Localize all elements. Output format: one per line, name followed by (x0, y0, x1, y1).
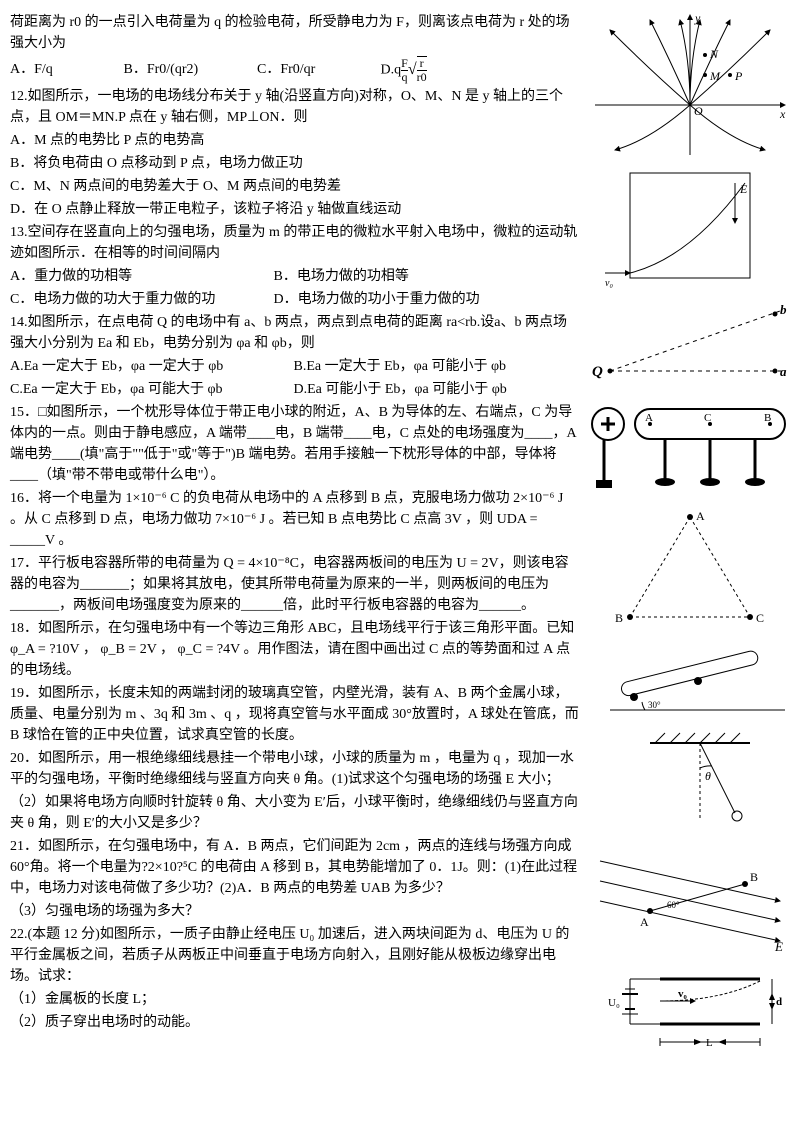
fig19-tube: 30° (590, 640, 790, 720)
svg-text:B: B (764, 412, 771, 424)
option-d: D.qFq√rr0 (381, 56, 427, 84)
svg-text:30°: 30° (648, 700, 661, 710)
svg-text:E: E (774, 939, 783, 954)
q12-d: D．在 O 点静止释放一带正电粒子，该粒子将沿 y 轴做直线运动 (10, 199, 580, 220)
q16-stem: 16．将一个电量为 1×10⁻⁶ C 的负电荷从电场中的 A 点移到 B 点，克… (10, 488, 580, 551)
q12-stem: 12.如图所示，一电场的电场线分布关于 y 轴(沿竖直方向)对称，O、M、N 是… (10, 86, 580, 128)
fig13-trajectory: E v₀ (590, 168, 790, 288)
q13-cd: C．电场力做的功大于重力做的功 D．电场力做的功小于重力做的功 (10, 289, 580, 310)
svg-text:60°: 60° (667, 900, 680, 910)
q22-p2: （2）质子穿出电场时的动能。 (10, 1012, 580, 1033)
option-b: B．Fr0/(qr2) (124, 59, 254, 80)
svg-text:b: b (780, 302, 787, 317)
svg-text:v₀: v₀ (678, 988, 688, 1000)
q13-stem: 13.空间存在竖直向上的匀强电场，质量为 m 的带正电的微粒水平射入电场中，微粒… (10, 222, 580, 264)
svg-text:d: d (776, 996, 782, 1008)
fig20-pendulum: θ (590, 728, 790, 838)
q20-p2: （2）如果将电场方向顺时针旋转 θ 角、大小变为 E′后，小球平衡时，绝缘细线仍… (10, 792, 580, 834)
q14-ab: A.Ea 一定大于 Eb，φa 一定大于 φb B.Ea 一定大于 Eb，φa … (10, 356, 580, 377)
svg-text:L: L (706, 1037, 713, 1049)
q21-p3: （3）匀强电场的场强为多大？ (10, 901, 580, 922)
fig14-point-charge: b a Q (590, 296, 790, 386)
svg-text:A: A (640, 915, 649, 929)
q14-cd: C.Ea 一定大于 Eb，φa 可能大于 φb D.Ea 可能小于 Eb，φa … (10, 379, 580, 400)
svg-text:y: y (694, 11, 701, 25)
fig15-conductor: A C B (590, 394, 790, 494)
svg-text:θ: θ (705, 769, 711, 783)
svg-text:Q: Q (592, 364, 603, 380)
q15-stem: 15．□如图所示，一个枕形导体位于带正电小球的附近，A、B 为导体的左、右端点，… (10, 402, 580, 486)
svg-text:A: A (696, 509, 705, 523)
svg-text:U₀: U₀ (608, 997, 620, 1009)
svg-text:B: B (750, 870, 758, 884)
q20-stem: 20．如图所示，用一根绝缘细线悬挂一个带电小球，小球的质量为 m ，电量为 q … (10, 748, 580, 790)
q12-b: B．将负电荷由 O 点移动到 P 点，电场力做正功 (10, 153, 580, 174)
svg-text:v₀: v₀ (605, 278, 613, 288)
svg-text:O: O (694, 104, 703, 118)
q11-options: A．F/q B．Fr0/(qr2) C．Fr0/qr D.qFq√rr0 (10, 56, 580, 84)
svg-text:x: x (779, 107, 786, 121)
fig12-field-lines: y x N M P O (590, 10, 790, 160)
q18-stem: 18．如图所示，在匀强电场中有一个等边三角形 ABC，且电场线平行于该三角形平面… (10, 618, 580, 681)
svg-text:P: P (734, 69, 743, 83)
svg-text:a: a (780, 364, 787, 379)
figure-column: y x N M P O E v₀ b a Q A C B A B C 30° θ… (590, 10, 790, 1072)
q12-a: A．M 点的电势比 P 点的电势高 (10, 130, 580, 151)
svg-text:C: C (756, 611, 764, 625)
fig18-triangle: A B C (590, 502, 790, 632)
fig21-uniform-field: A B 60° E (590, 846, 790, 956)
option-c: C．Fr0/qr (257, 59, 377, 80)
svg-text:N: N (709, 47, 719, 61)
q19-stem: 19．如图所示，长度未知的两端封闭的玻璃真空管，内壁光滑，装有 A、B 两个金属… (10, 683, 580, 746)
svg-text:M: M (709, 69, 721, 83)
svg-text:B: B (615, 611, 623, 625)
q11-intro: 荷距离为 r0 的一点引入电荷量为 q 的检验电荷，所受静电力为 F，则离该点电… (10, 12, 580, 54)
q17-stem: 17．平行板电容器所带的电荷量为 Q = 4×10⁻⁸C，电容器两板间的电压为 … (10, 553, 580, 616)
q12-c: C．M、N 两点间的电势差大于 O、M 两点间的电势差 (10, 176, 580, 197)
q13-ab: A．重力做的功相等 B．电场力做的功相等 (10, 266, 580, 287)
q22-p1: （1）金属板的长度 L； (10, 989, 580, 1010)
q21-stem: 21．如图所示，在匀强电场中，有 A．B 两点，它们间距为 2cm ，两点的连线… (10, 836, 580, 899)
option-a: A．F/q (10, 59, 120, 80)
text-column: 荷距离为 r0 的一点引入电荷量为 q 的检验电荷，所受静电力为 F，则离该点电… (10, 10, 580, 1035)
svg-text:A: A (645, 412, 653, 424)
fig22-plates: U₀ v₀ L d (590, 964, 790, 1064)
svg-text:C: C (704, 412, 711, 424)
q22-stem: 22.(本题 12 分)如图所示，一质子由静止经电压 U₀ 加速后，进入两块间距… (10, 924, 580, 987)
q14-stem: 14.如图所示，在点电荷 Q 的电场中有 a、b 两点，两点到点电荷的距离 ra… (10, 312, 580, 354)
